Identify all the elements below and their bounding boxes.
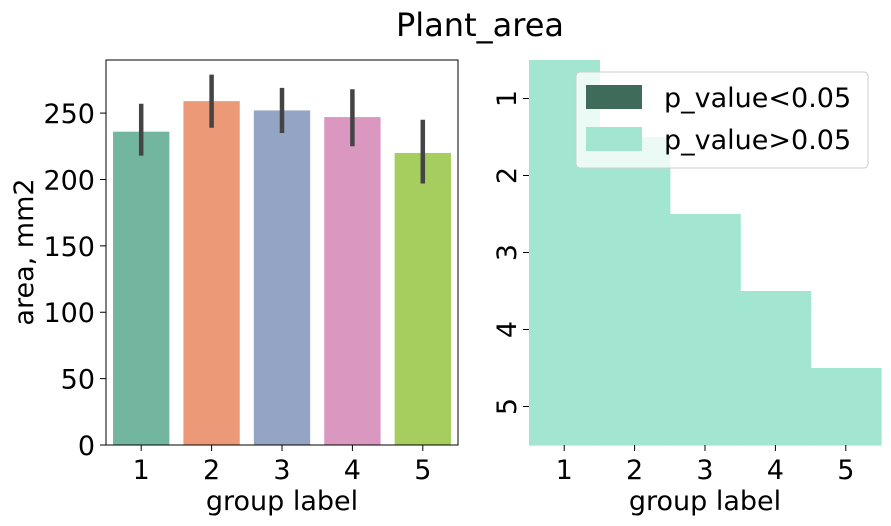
heatmap-x-tick-label-3: 3 xyxy=(696,455,713,486)
x-tick-label-2: 2 xyxy=(203,455,220,486)
x-tick-label-1: 1 xyxy=(133,455,150,486)
x-axis-ticks: 1 2 3 4 5 xyxy=(133,445,431,486)
figure-title: Plant_area xyxy=(396,6,564,44)
heatmap-cell-5-2 xyxy=(599,368,671,446)
heatmap-cell-4-2 xyxy=(599,291,671,369)
heatmap-x-axis-label: group label xyxy=(629,486,781,517)
bar-x-axis-label: group label xyxy=(206,486,358,517)
legend: p_value<0.05 p_value>0.05 xyxy=(575,71,869,169)
heatmap-cell-4-3 xyxy=(669,291,741,369)
bar-marks xyxy=(113,101,451,446)
heatmap-x-tick-label-2: 2 xyxy=(626,455,643,486)
y-tick-label-250: 250 xyxy=(43,99,95,130)
y-tick-label-200: 200 xyxy=(43,165,95,196)
heatmap-cell-5-5 xyxy=(810,368,882,446)
x-tick-label-4: 4 xyxy=(344,455,361,486)
heatmap-cell-3-1 xyxy=(529,214,600,292)
bar-5 xyxy=(394,152,451,445)
y-tick-label-100: 100 xyxy=(43,298,95,329)
heatmap-y-tick-label-2: 2 xyxy=(492,167,523,184)
heatmap-y-tick-label-4: 4 xyxy=(492,321,523,338)
legend-label-not-significant: p_value>0.05 xyxy=(664,125,851,156)
heatmap-y-ticks: 1 2 3 4 5 xyxy=(492,90,529,415)
bar-1 xyxy=(113,131,170,446)
heatmap-cell-3-2 xyxy=(599,214,671,292)
y-tick-label-0: 0 xyxy=(78,431,95,462)
heatmap-cell-5-4 xyxy=(740,368,812,446)
legend-swatch-not-significant xyxy=(586,127,642,151)
bar-plot-frame xyxy=(105,59,459,446)
heatmap-y-tick-label-3: 3 xyxy=(492,244,523,261)
bar-3 xyxy=(253,110,311,445)
y-tick-label-50: 50 xyxy=(61,365,95,396)
heatmap-cell-5-3 xyxy=(669,368,741,446)
x-tick-label-3: 3 xyxy=(273,455,290,486)
error-bars xyxy=(138,74,426,184)
y-axis-ticks: 0 50 100 150 200 250 xyxy=(43,99,106,462)
heatmap-cell-5-1 xyxy=(529,368,600,446)
legend-box xyxy=(575,71,869,169)
heatmap-x-tick-label-4: 4 xyxy=(767,455,784,486)
heatmap-cell-4-1 xyxy=(529,291,600,369)
heatmap-cell-4-4 xyxy=(740,291,812,369)
y-tick-label-150: 150 xyxy=(43,232,95,263)
heatmap-cell-3-3 xyxy=(669,214,741,292)
legend-label-significant: p_value<0.05 xyxy=(664,83,851,114)
heatmap-x-ticks: 1 2 3 4 5 xyxy=(556,445,854,486)
heatmap-y-tick-label-5: 5 xyxy=(492,398,523,415)
heatmap-x-tick-label-5: 5 xyxy=(837,455,854,486)
bar-4 xyxy=(324,117,381,445)
x-tick-label-5: 5 xyxy=(414,455,431,486)
heatmap-y-tick-label-1: 1 xyxy=(492,90,523,107)
bar-y-axis-label: area, mm2 xyxy=(9,178,40,325)
significance-heatmap: 1 2 3 4 5 1 2 3 4 5 group label p_value<0.05 p_v… xyxy=(492,60,882,517)
legend-swatch-significant xyxy=(586,85,642,109)
bar-2 xyxy=(183,101,240,445)
heatmap-x-tick-label-1: 1 xyxy=(556,455,573,486)
bar-chart: 0 50 100 150 200 250 1 2 3 4 5 group label area, … xyxy=(9,59,459,517)
